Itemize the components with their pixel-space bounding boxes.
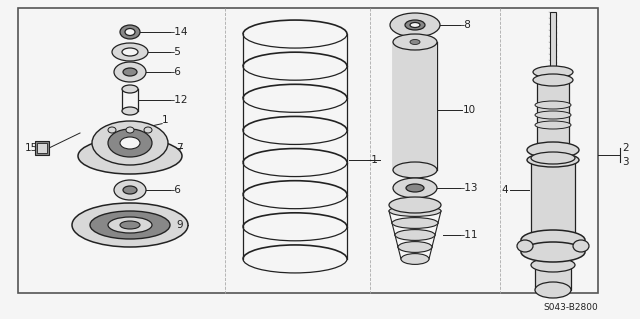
Ellipse shape — [144, 127, 152, 133]
Text: 15: 15 — [25, 143, 38, 153]
Ellipse shape — [108, 127, 116, 133]
Bar — [550, 12, 556, 72]
Ellipse shape — [125, 28, 135, 35]
Text: 3: 3 — [622, 157, 628, 167]
Ellipse shape — [521, 242, 585, 262]
Ellipse shape — [123, 68, 137, 76]
Bar — [393, 42, 437, 170]
Ellipse shape — [112, 43, 148, 61]
Ellipse shape — [410, 40, 420, 44]
Ellipse shape — [120, 137, 140, 149]
Ellipse shape — [531, 248, 575, 262]
Ellipse shape — [393, 178, 437, 198]
Ellipse shape — [405, 20, 425, 30]
Ellipse shape — [122, 48, 138, 56]
Ellipse shape — [120, 25, 140, 39]
Text: 9: 9 — [176, 220, 182, 230]
Ellipse shape — [126, 127, 134, 133]
Ellipse shape — [114, 180, 146, 200]
Ellipse shape — [90, 211, 170, 239]
Ellipse shape — [122, 85, 138, 93]
Ellipse shape — [92, 121, 168, 165]
Ellipse shape — [531, 152, 575, 164]
Text: –5: –5 — [170, 47, 182, 57]
Ellipse shape — [410, 23, 420, 27]
Text: –14: –14 — [170, 27, 189, 37]
Ellipse shape — [120, 221, 140, 229]
Ellipse shape — [573, 240, 589, 252]
Ellipse shape — [527, 153, 579, 167]
Text: 7: 7 — [176, 143, 182, 153]
Ellipse shape — [406, 184, 424, 192]
Ellipse shape — [395, 230, 435, 241]
Text: 10: 10 — [463, 105, 476, 115]
Ellipse shape — [533, 74, 573, 86]
Text: 2: 2 — [622, 143, 628, 153]
Text: –11: –11 — [460, 230, 479, 240]
Ellipse shape — [535, 282, 571, 298]
Ellipse shape — [533, 66, 573, 78]
Ellipse shape — [78, 138, 182, 174]
Ellipse shape — [535, 121, 571, 129]
Ellipse shape — [535, 101, 571, 109]
Bar — [18, 8, 598, 293]
Text: 4: 4 — [501, 185, 508, 195]
Ellipse shape — [392, 218, 438, 228]
Bar — [537, 72, 569, 155]
Text: –13: –13 — [460, 183, 479, 193]
Ellipse shape — [123, 186, 137, 194]
Ellipse shape — [398, 241, 432, 252]
Text: 1: 1 — [162, 115, 168, 125]
Ellipse shape — [389, 206, 441, 216]
Ellipse shape — [517, 240, 533, 252]
Bar — [37, 143, 47, 153]
Ellipse shape — [114, 62, 146, 82]
Text: –6: –6 — [170, 185, 182, 195]
Text: –1: –1 — [366, 155, 378, 165]
Bar — [35, 141, 49, 155]
Ellipse shape — [389, 197, 441, 213]
Ellipse shape — [521, 230, 585, 250]
Ellipse shape — [393, 34, 437, 50]
Bar — [535, 255, 571, 290]
Text: –12: –12 — [170, 95, 189, 105]
Ellipse shape — [72, 203, 188, 247]
Ellipse shape — [527, 142, 579, 158]
Ellipse shape — [122, 107, 138, 115]
Text: –6: –6 — [170, 67, 182, 77]
Text: S043-B2800: S043-B2800 — [543, 302, 598, 311]
Text: –8: –8 — [460, 20, 472, 30]
Ellipse shape — [108, 129, 152, 157]
Ellipse shape — [390, 13, 440, 37]
Ellipse shape — [401, 254, 429, 264]
Ellipse shape — [393, 162, 437, 178]
Bar — [531, 158, 575, 240]
Ellipse shape — [531, 258, 575, 272]
Ellipse shape — [108, 217, 152, 233]
Ellipse shape — [535, 111, 571, 119]
